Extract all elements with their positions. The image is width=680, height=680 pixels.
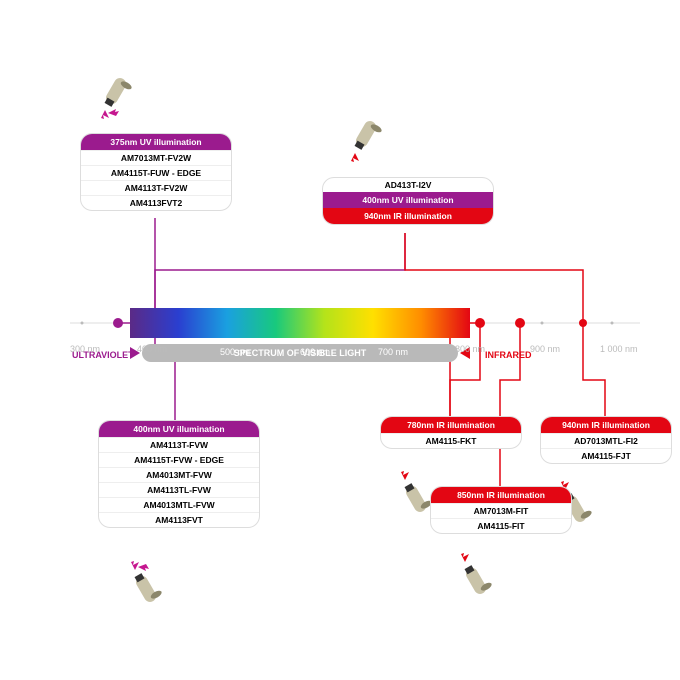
label-infrared: INFRARED xyxy=(485,350,532,360)
group-ir850: 850nm IR illuminationAM7013M-FITAM4115-F… xyxy=(430,486,572,534)
axis-tick: 800 nm xyxy=(455,344,485,354)
axis-tick: 1 000 nm xyxy=(600,344,638,354)
group-uv375: 375nm UV illuminationAM7013MT-FV2WAM4115… xyxy=(80,133,232,211)
axis-tick: 700 nm xyxy=(378,347,408,357)
spectrum-bar xyxy=(130,308,470,338)
axis-tick: 500 nm xyxy=(220,347,250,357)
axis-tick: 400 nm xyxy=(137,344,167,354)
axis-tick: 600 nm xyxy=(300,347,330,357)
axis-tick: 300 nm xyxy=(70,344,100,354)
connector-lines xyxy=(0,0,680,680)
group-uv400: 400nm UV illuminationAM4113T-FVWAM4115T-… xyxy=(98,420,260,528)
axis-tick: 900 nm xyxy=(530,344,560,354)
group-ir780: 780nm IR illuminationAM4115-FKT xyxy=(380,416,522,449)
group-dual: AD413T-I2V400nm UV illumination940nm IR … xyxy=(322,177,494,225)
group-ir940: 940nm IR illuminationAD7013MTL-FI2AM4115… xyxy=(540,416,672,464)
